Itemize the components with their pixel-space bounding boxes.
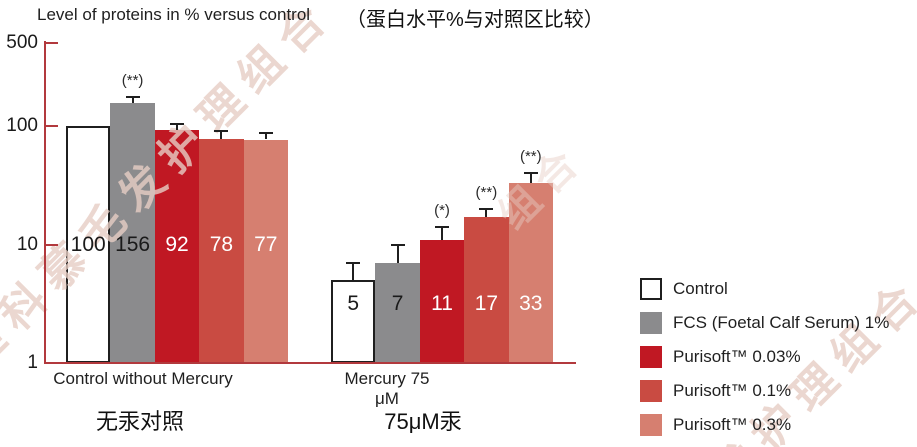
legend-item: FCS (Foetal Calf Serum) 1% <box>640 312 889 334</box>
bar-fcs-foetal-calf-serum-1- <box>110 103 155 363</box>
error-bar-stem <box>264 133 267 140</box>
bar-value-label: 11 <box>431 292 453 315</box>
group2-label-english: Mercury 75 μM <box>344 369 430 408</box>
group2-label-chinese: 75μM汞 <box>384 409 462 434</box>
legend-swatch <box>640 380 662 402</box>
legend-label: Purisoft™ 0.1% <box>673 381 792 400</box>
y-tick-500 <box>46 42 58 45</box>
bar-value-label: 33 <box>519 292 543 315</box>
error-bar-stem <box>485 208 488 218</box>
legend-label: Purisoft™ 0.03% <box>673 347 801 366</box>
error-bar-stem <box>220 130 223 139</box>
bar-value-label: 156 <box>115 233 151 256</box>
bar-purisoft-0-1- <box>464 217 509 363</box>
error-bar-stem <box>396 244 399 263</box>
legend-item: Purisoft™ 0.03% <box>640 346 889 368</box>
error-bar-cap <box>479 207 494 210</box>
y-tick-label-500: 500 <box>6 32 38 54</box>
error-bar-stem <box>176 124 178 131</box>
y-tick-100 <box>46 125 58 127</box>
legend-swatch <box>640 346 662 368</box>
bar-value-label: 92 <box>165 233 189 256</box>
y-tick-label-10: 10 <box>16 233 38 255</box>
error-bar-stem <box>352 262 355 281</box>
legend-label: FCS (Foetal Calf Serum) 1% <box>673 313 890 332</box>
bar-control <box>331 280 376 363</box>
bar-purisoft-0-1- <box>199 138 244 363</box>
legend-item: Purisoft™ 0.1% <box>640 380 889 402</box>
bar-purisoft-0-03- <box>154 130 200 363</box>
group1-label-chinese: 无汞对照 <box>95 409 184 434</box>
y-tick-10 <box>46 243 58 246</box>
bar-value-label: 100 <box>70 233 106 256</box>
error-bar-stem <box>441 227 443 240</box>
significance-annotation: (**) <box>121 72 144 90</box>
significance-annotation: (*) <box>434 202 450 220</box>
significance-annotation: (**) <box>519 148 542 166</box>
bar-value-label: 7 <box>391 292 404 315</box>
error-bar-cap <box>390 243 405 246</box>
bar-purisoft-0-3- <box>243 139 288 363</box>
legend-item: Purisoft™ 0.3% <box>640 414 889 436</box>
chart-title-chinese: （蛋白水平%与对照区比较） <box>346 9 604 31</box>
legend-label: Purisoft™ 0.3% <box>673 415 792 434</box>
error-bar-cap <box>523 172 538 175</box>
bar-value-label: 17 <box>474 292 499 315</box>
error-bar-cap <box>125 96 140 99</box>
legend-item: Control <box>640 278 889 300</box>
bar-value-label: 77 <box>254 233 278 256</box>
bar-purisoft-0-3- <box>508 183 553 363</box>
bar-fcs-foetal-calf-serum-1- <box>375 262 420 363</box>
legend-swatch <box>640 414 662 436</box>
error-bar-cap <box>170 123 184 125</box>
legend-swatch <box>640 278 662 300</box>
error-bar-stem <box>131 97 134 104</box>
error-bar-cap <box>346 261 361 264</box>
legend-label: Control <box>673 279 728 298</box>
error-bar-cap <box>214 129 229 132</box>
x-axis-baseline <box>44 362 576 364</box>
error-bar-stem <box>529 173 532 184</box>
legend: Control FCS (Foetal Calf Serum) 1% Purisof… <box>640 278 889 447</box>
error-bar-cap <box>258 132 273 135</box>
bar-value-label: 78 <box>209 233 234 256</box>
chart-title-english: Level of proteins in % versus control <box>37 5 311 24</box>
y-axis-line <box>44 41 46 364</box>
legend-swatch <box>640 312 662 334</box>
group1-label-english: Control without Mercury <box>53 369 233 388</box>
y-tick-label-100: 100 <box>6 115 38 136</box>
bar-value-label: 5 <box>347 292 360 315</box>
error-bar-cap <box>435 226 449 229</box>
bar-purisoft-0-03- <box>419 239 465 363</box>
y-tick-label-1: 1 <box>27 352 38 373</box>
significance-annotation: (**) <box>475 183 498 201</box>
